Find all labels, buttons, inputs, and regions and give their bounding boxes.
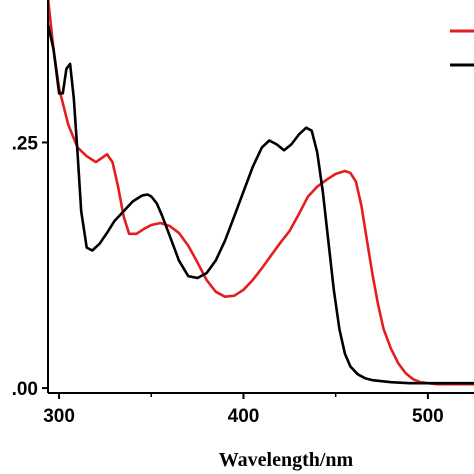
axes-layer: 300 400 500 .00 .25 <box>12 0 474 427</box>
y-tick-label: .25 <box>12 133 39 154</box>
x-tick-label: 500 <box>412 406 444 427</box>
y-tick-label: .00 <box>12 379 38 400</box>
series-line-2 <box>46 24 474 385</box>
plot-area <box>46 0 474 386</box>
x-axis-title: Wavelength/nm <box>219 449 354 471</box>
series-line-1 <box>46 0 474 386</box>
legend <box>450 29 474 67</box>
x-tick-label: 400 <box>228 406 260 427</box>
x-tick-label: 300 <box>43 406 75 427</box>
